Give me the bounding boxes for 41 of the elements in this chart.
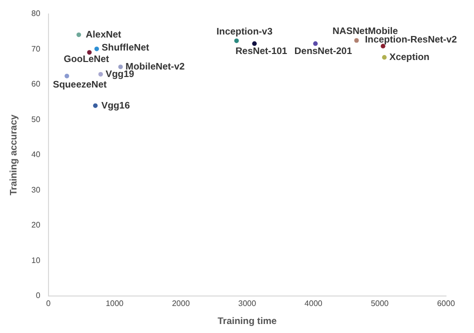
series-label: Vgg16 bbox=[101, 100, 130, 112]
y-axis-title: Training accuracy bbox=[8, 114, 20, 196]
y-tick-label: 60 bbox=[31, 80, 41, 89]
x-tick-label: 1000 bbox=[106, 299, 124, 308]
point bbox=[87, 50, 92, 55]
y-tick-label: 40 bbox=[31, 150, 41, 160]
x-tick-label: 2000 bbox=[172, 299, 190, 308]
x-tick-label: 4000 bbox=[304, 299, 323, 308]
point bbox=[98, 72, 103, 77]
point bbox=[354, 38, 359, 43]
point bbox=[64, 74, 70, 78]
series-label: GooLeNet bbox=[64, 54, 110, 66]
series-label: AlexNet bbox=[86, 29, 122, 40]
series-label: ShuffleNet bbox=[102, 42, 150, 54]
y-tick-label: 70 bbox=[31, 44, 41, 54]
point bbox=[252, 41, 257, 46]
x-tick-label: 6000 bbox=[437, 299, 456, 308]
x-tick-label: 5000 bbox=[370, 299, 390, 308]
x-axis-title: Training time bbox=[218, 316, 277, 327]
series-label: Inception-ResNet-v2 bbox=[365, 34, 457, 46]
x-tick-label: 0 bbox=[46, 299, 52, 308]
series-label: SqueezeNet bbox=[52, 80, 108, 91]
series-label: Inception-v3 bbox=[216, 26, 272, 38]
series-label: DensNet-201 bbox=[294, 46, 353, 58]
point bbox=[234, 38, 239, 44]
point bbox=[93, 103, 98, 108]
point bbox=[382, 55, 387, 60]
y-tick-label: 80 bbox=[31, 9, 41, 18]
y-tick-label: 10 bbox=[31, 256, 41, 265]
y-tick-label: 50 bbox=[31, 114, 41, 124]
y-tick-label: 20 bbox=[31, 220, 41, 230]
y-tick-label: 0 bbox=[36, 291, 41, 300]
point bbox=[94, 46, 99, 52]
point bbox=[118, 64, 123, 70]
x-tick-label: 3000 bbox=[238, 299, 257, 308]
y-tick-label: 30 bbox=[31, 185, 41, 194]
series-label: ResNet-101 bbox=[235, 46, 288, 58]
point bbox=[313, 41, 318, 46]
series-label: Vgg19 bbox=[106, 68, 134, 80]
point bbox=[76, 32, 82, 38]
series-label: Xception bbox=[389, 52, 430, 63]
